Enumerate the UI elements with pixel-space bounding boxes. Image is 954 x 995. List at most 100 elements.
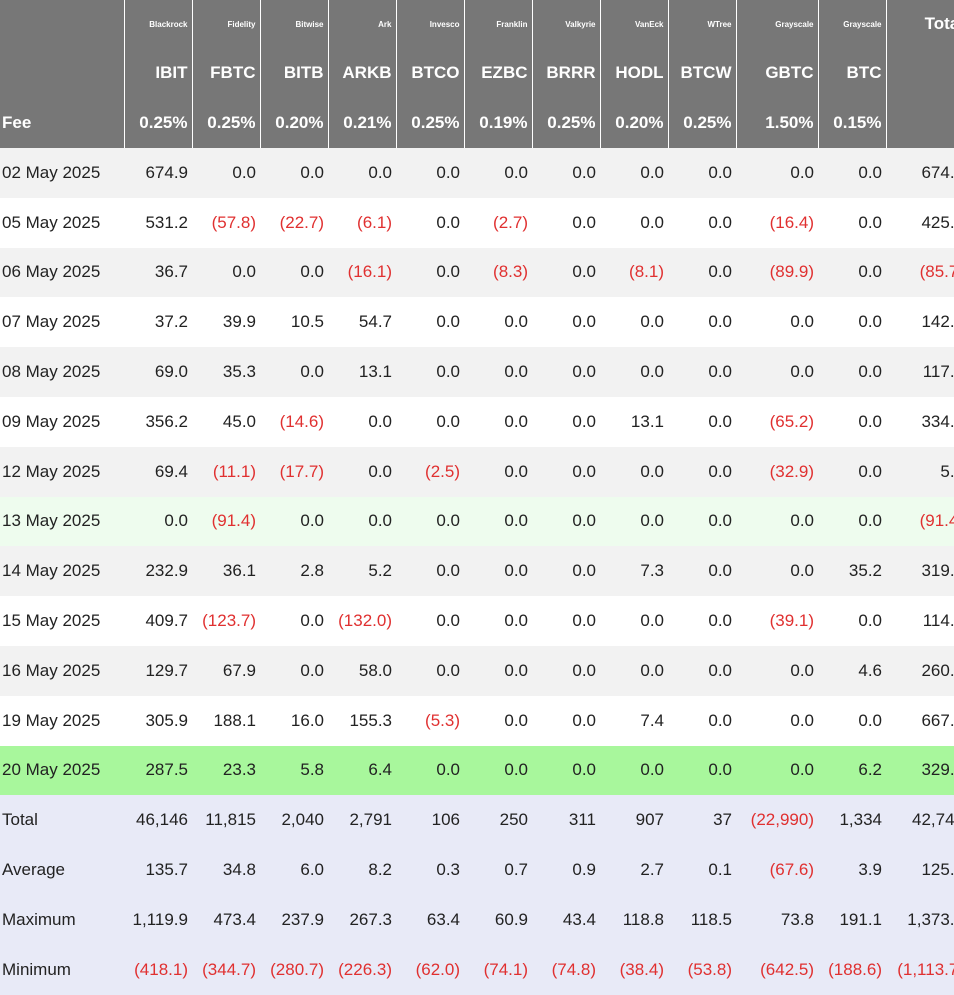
flow-cell: 0.0 — [600, 745, 668, 796]
ticker-header[interactable]: FBTC — [192, 48, 261, 98]
flow-cell: 0.0 — [668, 297, 736, 348]
row-total-cell: 334.5 — [886, 396, 954, 447]
flow-cell: 0.0 — [532, 247, 600, 298]
summary-row: Total 46,146 11,815 2,040 2,791 106 250 311 907 3… — [0, 795, 954, 846]
ticker-header[interactable]: BTC — [818, 48, 887, 98]
flow-cell: 0.0 — [260, 148, 328, 198]
table-row: 05 May 2025 531.2 (57.8) (22.7) (6.1) 0.0 (2.7… — [0, 197, 954, 248]
summary-cell: 0.1 — [668, 845, 736, 895]
flow-cell: 0.0 — [818, 197, 886, 248]
row-total-cell: 319.5 — [886, 546, 954, 597]
flow-cell: (132.0) — [328, 596, 396, 646]
issuer-header[interactable]: VanEck — [600, 0, 669, 48]
issuer-header[interactable]: Fidelity — [192, 0, 261, 48]
summary-cell: 8.2 — [328, 845, 396, 895]
flow-cell: 674.9 — [124, 148, 192, 198]
flow-cell: 0.0 — [396, 247, 464, 298]
flow-cell: 0.0 — [396, 148, 464, 198]
ticker-header[interactable]: GBTC — [736, 48, 819, 98]
date-cell: 14 May 2025 — [0, 546, 124, 597]
flow-cell: 0.0 — [192, 247, 260, 298]
issuer-header[interactable]: WTree — [668, 0, 737, 48]
ticker-header[interactable]: IBIT — [124, 48, 193, 98]
summary-cell: 267.3 — [328, 894, 396, 945]
summary-cell: 907 — [600, 795, 668, 846]
fee-label: Fee — [0, 98, 125, 148]
flow-cell: (91.4) — [192, 496, 260, 547]
ticker-header[interactable]: ARKB — [328, 48, 397, 98]
header-blank — [886, 48, 954, 98]
ticker-header[interactable]: BTCW — [668, 48, 737, 98]
ticker-header[interactable]: BRRR — [532, 48, 601, 98]
flow-cell: 0.0 — [464, 645, 532, 696]
summary-cell: 2.7 — [600, 845, 668, 895]
total-column-header[interactable]: Total — [886, 0, 954, 48]
issuer-header-row: Blackrock Fidelity Bitwise Ark Invesco Frankl… — [0, 0, 954, 48]
summary-cell: 0.3 — [396, 845, 464, 895]
flow-cell: 0.0 — [600, 645, 668, 696]
flow-cell: 129.7 — [124, 645, 192, 696]
ticker-header[interactable]: EZBC — [464, 48, 533, 98]
flow-cell: 39.9 — [192, 297, 260, 348]
flow-cell: (89.9) — [736, 247, 818, 298]
flow-cell: 54.7 — [328, 297, 396, 348]
issuer-header[interactable]: Blackrock — [124, 0, 193, 48]
issuer-header[interactable]: Invesco — [396, 0, 465, 48]
flow-cell: 69.0 — [124, 347, 192, 397]
flow-cell: 0.0 — [668, 496, 736, 547]
summary-cell: 3.9 — [818, 845, 886, 895]
flow-cell: (22.7) — [260, 197, 328, 248]
flow-cell: 287.5 — [124, 745, 192, 796]
summary-row: Maximum 1,119.9 473.4 237.9 267.3 63.4 60.9 43.… — [0, 894, 954, 945]
summary-cell: 63.4 — [396, 894, 464, 945]
flow-cell: 0.0 — [532, 446, 600, 497]
summary-cell: 6.0 — [260, 845, 328, 895]
issuer-header[interactable]: Valkyrie — [532, 0, 601, 48]
issuer-header[interactable]: Bitwise — [260, 0, 329, 48]
issuer-header[interactable]: Grayscale — [818, 0, 887, 48]
flow-cell: (57.8) — [192, 197, 260, 248]
flow-cell: 0.0 — [124, 496, 192, 547]
flow-cell: 0.0 — [600, 496, 668, 547]
flow-cell: 0.0 — [396, 496, 464, 547]
row-total-cell: 667.4 — [886, 695, 954, 746]
flow-cell: 232.9 — [124, 546, 192, 597]
flow-cell: 0.0 — [464, 446, 532, 497]
fee-value: 0.19% — [464, 98, 533, 148]
issuer-header[interactable]: Grayscale — [736, 0, 819, 48]
flow-cell: 0.0 — [396, 546, 464, 597]
flow-cell: 0.0 — [668, 396, 736, 447]
summary-cell: (418.1) — [124, 944, 192, 995]
row-total-cell: 114.9 — [886, 596, 954, 646]
table-row: 08 May 2025 69.0 35.3 0.0 13.1 0.0 0.0 0.0 0.0 0.… — [0, 347, 954, 397]
row-total-cell: 142.3 — [886, 297, 954, 348]
table-body: 02 May 2025 674.9 0.0 0.0 0.0 0.0 0.0 0.0 0.0 0.0… — [0, 148, 954, 995]
flow-cell: 6.2 — [818, 745, 886, 796]
flow-cell: (11.1) — [192, 446, 260, 497]
ticker-header[interactable]: BTCO — [396, 48, 465, 98]
flow-cell: 0.0 — [736, 148, 818, 198]
flow-cell: 0.0 — [532, 148, 600, 198]
summary-cell: 473.4 — [192, 894, 260, 945]
flow-cell: 67.9 — [192, 645, 260, 696]
issuer-header[interactable]: Franklin — [464, 0, 533, 48]
flow-cell: 7.3 — [600, 546, 668, 597]
flow-cell: 0.0 — [464, 695, 532, 746]
flow-cell: 0.0 — [600, 197, 668, 248]
flow-cell: 0.0 — [668, 347, 736, 397]
summary-cell: 11,815 — [192, 795, 260, 846]
summary-row: Average 135.7 34.8 6.0 8.2 0.3 0.7 0.9 2.7 0.1 (67… — [0, 845, 954, 895]
row-total-cell: (85.7) — [886, 247, 954, 298]
summary-cell: 135.7 — [124, 845, 192, 895]
flow-cell: 0.0 — [818, 496, 886, 547]
ticker-header[interactable]: HODL — [600, 48, 669, 98]
ticker-header[interactable]: BITB — [260, 48, 329, 98]
row-total-cell: (91.4) — [886, 496, 954, 547]
summary-cell: 250 — [464, 795, 532, 846]
issuer-header[interactable]: Ark — [328, 0, 397, 48]
summary-cell: (74.1) — [464, 944, 532, 995]
flow-cell: 0.0 — [532, 496, 600, 547]
summary-total-cell: 42,746 — [886, 795, 954, 846]
flow-cell: 0.0 — [396, 745, 464, 796]
